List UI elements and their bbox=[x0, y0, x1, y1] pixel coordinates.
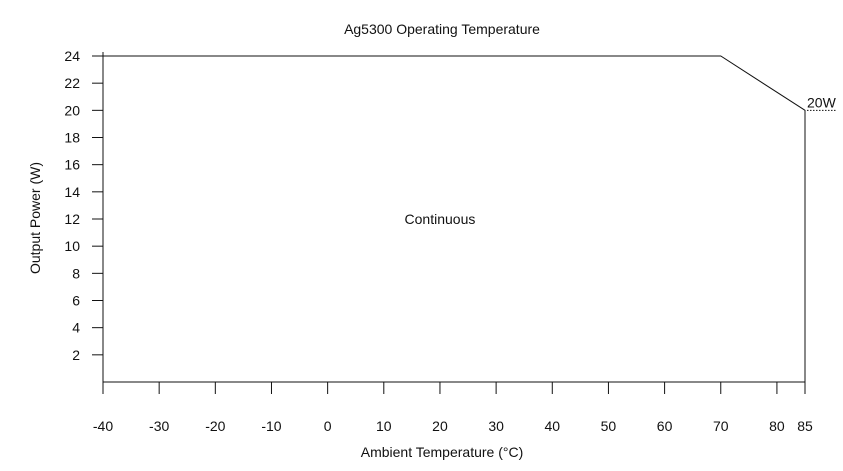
x-tick-label: 60 bbox=[657, 418, 673, 434]
y-tick-label: 12 bbox=[64, 211, 80, 227]
y-tick-label: 2 bbox=[72, 347, 80, 363]
y-axis-label: Output Power (W) bbox=[27, 162, 43, 274]
x-tick-label: -10 bbox=[261, 418, 281, 434]
x-tick-label: 50 bbox=[601, 418, 617, 434]
x-tick-label: 10 bbox=[376, 418, 392, 434]
y-tick-label: 16 bbox=[64, 157, 80, 173]
x-tick-label: 70 bbox=[713, 418, 729, 434]
y-tick-label: 18 bbox=[64, 130, 80, 146]
x-axis-label: Ambient Temperature (°C) bbox=[361, 444, 524, 460]
y-tick-label: 6 bbox=[72, 293, 80, 309]
x-tick-label: -20 bbox=[205, 418, 225, 434]
x-tick-label: 30 bbox=[488, 418, 504, 434]
y-tick-label: 4 bbox=[72, 320, 80, 336]
x-tick-label: 20 bbox=[432, 418, 448, 434]
x-tick-label: -40 bbox=[93, 418, 113, 434]
x-tick-label: 40 bbox=[544, 418, 560, 434]
y-tick-label: 24 bbox=[64, 48, 80, 64]
annotation-20w: 20W bbox=[807, 94, 837, 110]
y-tick-label: 8 bbox=[72, 265, 80, 281]
y-tick-label: 20 bbox=[64, 102, 80, 118]
y-tick-label: 10 bbox=[64, 238, 80, 254]
x-tick-label: 80 bbox=[769, 418, 785, 434]
series-line bbox=[103, 55, 806, 382]
y-tick-label: 22 bbox=[64, 75, 80, 91]
chart-title: Ag5300 Operating Temperature bbox=[344, 21, 540, 37]
x-tick-label: -30 bbox=[149, 418, 169, 434]
x-tick-label: 85 bbox=[797, 418, 813, 434]
x-tick-label: 0 bbox=[324, 418, 332, 434]
annotation-continuous: Continuous bbox=[405, 211, 476, 227]
y-tick-label: 14 bbox=[64, 184, 80, 200]
